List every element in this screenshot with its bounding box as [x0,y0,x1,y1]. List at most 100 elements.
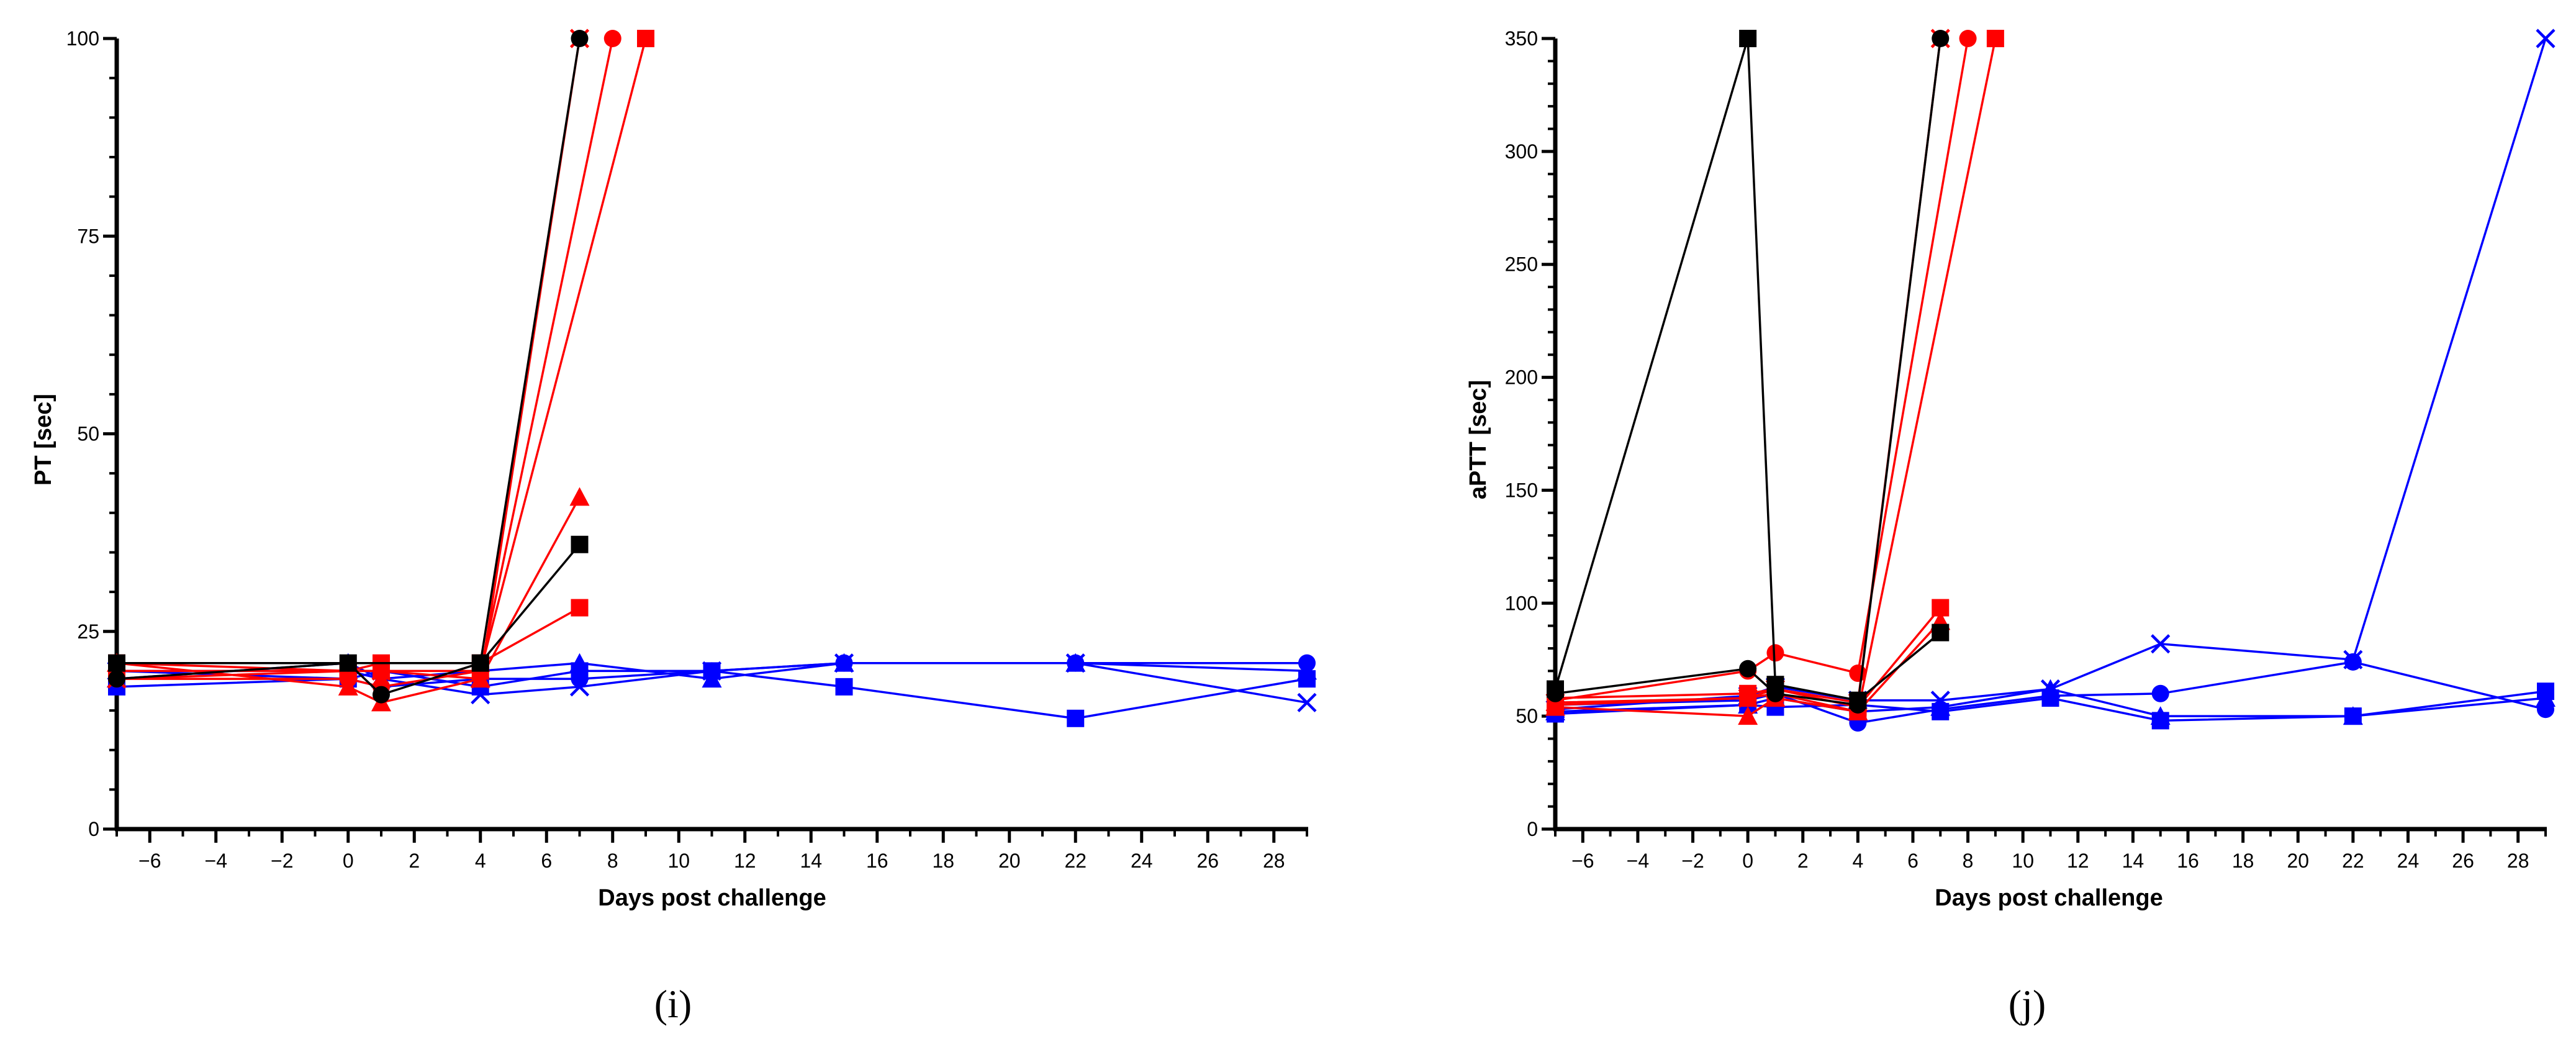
series-line [1555,38,1942,706]
series-red-x [107,29,590,689]
x-tick-label: 8 [607,850,618,872]
x-tick-label: 16 [866,850,888,872]
x-tick-label: 20 [998,850,1021,872]
y-tick-label: 250 [1505,253,1538,276]
data-point [1739,660,1757,678]
x-tick-label: −6 [138,850,161,872]
x-tick-label: −2 [271,850,293,872]
data-point [2151,634,2171,654]
series-line [1555,38,1942,704]
series-line [116,38,581,680]
series-line [117,38,647,673]
data-point [571,30,589,47]
data-point [2151,684,2169,702]
x-tick-label: 26 [1196,850,1219,872]
y-tick-label: 75 [77,225,99,247]
data-point [373,686,390,704]
x-tick-label: 14 [2122,850,2144,872]
data-point [702,661,722,681]
x-tick-label: 14 [800,850,822,872]
data-point [1932,30,1950,47]
y-tick-label: 200 [1505,366,1538,389]
y-tick-label: 0 [88,818,99,840]
series-red-square-2 [1547,30,2004,720]
x-tick-label: 4 [475,850,486,872]
data-point [569,677,590,697]
panel-label: (j) [2009,982,2046,1026]
x-tick-label: 12 [2067,850,2089,872]
data-point [2537,683,2554,701]
data-point [834,653,854,673]
y-tick-label: 300 [1505,140,1538,163]
data-point [471,684,490,705]
series-black-square [108,535,589,672]
y-tick-label: 100 [1505,592,1538,614]
x-tick-label: −4 [1627,850,1649,872]
data-point [637,30,654,47]
series-black-circle [108,30,589,704]
data-point [569,487,590,506]
x-tick-label: 6 [1907,850,1918,872]
x-tick-label: 16 [2177,850,2199,872]
x-tick-label: 10 [2012,850,2034,872]
data-point [571,535,589,553]
series-black-circle [1547,30,1950,714]
x-tick-label: 18 [932,850,954,872]
series-blue-x [1545,29,2556,719]
data-point [1930,691,1950,710]
x-tick-label: 6 [541,850,552,872]
series-black-square [1547,30,1950,709]
data-point [108,654,125,672]
y-tick-label: 50 [77,423,99,445]
x-tick-label: 24 [2397,850,2420,872]
series-line [1555,38,1997,713]
data-point [1297,692,1317,712]
data-point [1067,709,1085,727]
data-point [1738,706,1758,725]
data-point [471,669,490,689]
y-tick-label: 50 [1516,705,1538,727]
data-point [1547,684,1564,702]
series-line [1554,38,1941,702]
panel-label: (i) [654,982,692,1026]
data-point [1849,696,1867,714]
data-point [571,599,589,617]
data-point [1766,644,1784,662]
x-tick-label: 10 [667,850,690,872]
x-tick-label: 24 [1131,850,1153,872]
x-tick-label: 22 [2342,850,2364,872]
x-axis-label: Days post challenge [598,885,826,911]
y-tick-label: 0 [1527,818,1538,840]
x-tick-label: 22 [1064,850,1087,872]
data-point [1739,30,1757,47]
data-point [2344,653,2362,671]
data-point [339,654,357,672]
x-tick-label: 28 [2507,850,2529,872]
y-axis-label: PT [sec] [30,394,56,486]
series-line [117,543,581,665]
x-tick-label: −6 [1571,850,1594,872]
x-tick-label: 0 [1742,850,1753,872]
data-point [2151,712,2169,730]
series-red-circle [108,30,621,696]
data-point [603,30,621,47]
data-point [371,661,391,681]
data-point [2536,29,2556,48]
y-tick-label: 150 [1505,479,1538,501]
data-point [1738,688,1758,708]
x-tick-label: 4 [1852,850,1863,872]
data-point [1986,30,2004,47]
series-line [1555,38,2547,710]
data-point [1932,624,1950,642]
data-point [2344,707,2362,725]
data-point [1065,653,1085,673]
data-point [2343,650,2363,669]
data-point [1298,670,1316,688]
x-tick-label: 2 [409,850,420,872]
x-tick-label: 2 [1797,850,1809,872]
x-tick-label: 8 [1963,850,1974,872]
chart-aptt: aPTT [sec] Days post challenge (j) −6 −4 −… [1465,27,2556,1026]
x-tick-label: 0 [343,850,354,872]
